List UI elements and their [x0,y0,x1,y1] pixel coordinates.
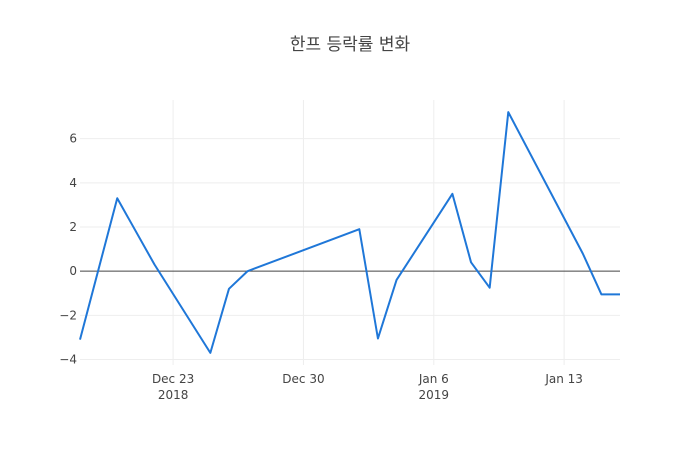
axis-layer: 6 4 2 0 −2 −4 Dec 23 2018 Dec 30 Jan 6 2019 Jan 13 [59,132,620,402]
x-tick-label: Jan 13 [544,372,583,386]
grid-layer [80,100,620,365]
y-tick-label: −2 [59,308,77,322]
x-tick-year-label: 2019 [419,388,450,402]
x-tick-label: Dec 30 [282,372,324,386]
x-tick-year-label: 2018 [158,388,189,402]
series-layer [79,111,620,354]
y-tick-label: 0 [69,264,77,278]
chart-title: 한프 등락률 변화 [290,35,411,55]
y-tick-label: 6 [69,132,77,146]
y-tick-label: 4 [69,176,77,190]
x-tick-label: Jan 6 [418,372,449,386]
x-tick-label: Dec 23 [152,372,194,386]
y-tick-label: −4 [59,352,77,366]
y-tick-label: 2 [69,220,77,234]
series-line [79,111,620,354]
